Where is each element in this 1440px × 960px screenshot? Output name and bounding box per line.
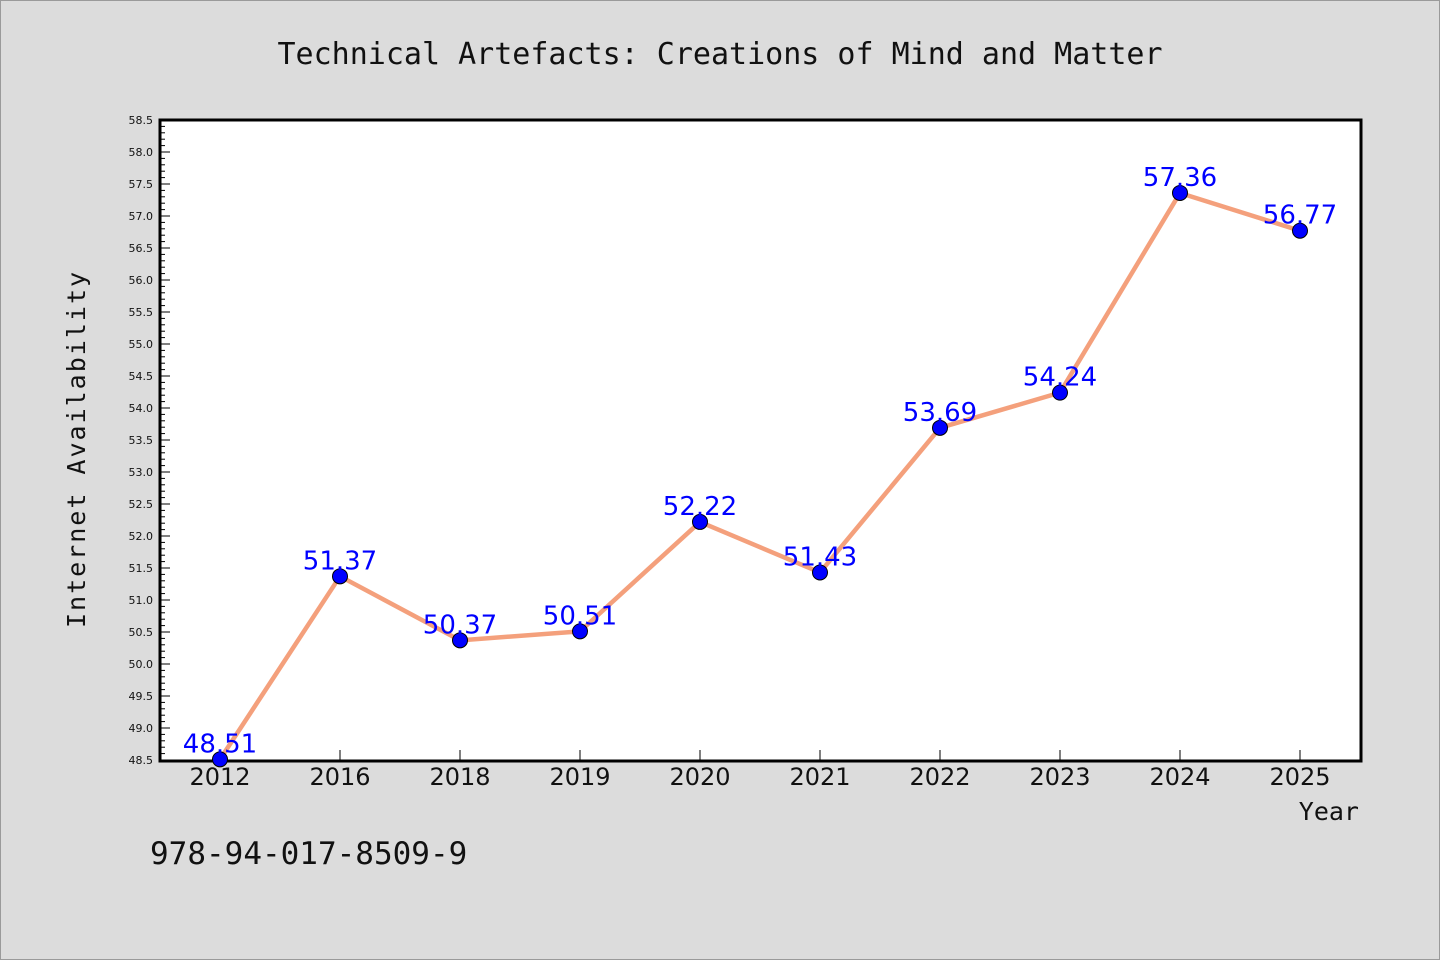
data-label-2016: 51.37 (303, 546, 377, 576)
x-tick-label: 2022 (909, 763, 970, 791)
x-axis-label: Year (1299, 797, 1359, 826)
plot-area (158, 118, 1363, 763)
y-tick-label: 53.5 (129, 434, 154, 447)
y-axis: 48.5 49.0 49.5 50.0 50.5 51.0 51.5 52.0 52.5 53.0… (129, 114, 170, 767)
data-label-2018: 50.37 (423, 610, 497, 640)
y-tick-label: 54.0 (129, 402, 154, 415)
data-point-2018 (452, 632, 468, 649)
y-tick-label: 50.5 (129, 626, 154, 639)
y-tick-label: 57.5 (129, 178, 154, 191)
y-tick-label: 58.0 (129, 146, 154, 159)
x-tick-label: 2012 (189, 763, 250, 791)
x-tick-label: 2018 (429, 763, 490, 791)
x-tick-label: 2024 (1149, 763, 1210, 791)
y-tick-label: 55.5 (129, 306, 154, 319)
y-tick-label: 51.0 (129, 594, 154, 607)
series-line (218, 190, 1301, 761)
y-tick-label: 48.5 (129, 754, 154, 767)
y-tick-label: 56.5 (129, 242, 154, 255)
data-point-2019 (572, 623, 588, 640)
data-point-2023 (1052, 384, 1068, 401)
data-label-2020: 52.22 (663, 492, 737, 522)
data-point-2012 (212, 751, 228, 768)
x-tick-label: 2020 (669, 763, 730, 791)
x-tick-label: 2025 (1269, 763, 1330, 791)
data-point-2021 (812, 564, 828, 581)
isbn-text: 978-94-017-8509-9 (150, 836, 467, 872)
x-tick-label: 2016 (309, 763, 370, 791)
y-tick-label: 54.5 (129, 370, 154, 383)
data-point-2022 (932, 419, 948, 436)
x-tick-label: 2021 (789, 763, 850, 791)
y-tick-label: 52.0 (129, 530, 154, 543)
data-label-2023: 54.24 (1023, 363, 1097, 393)
y-tick-label: 53.0 (129, 466, 154, 479)
data-label-2024: 57.36 (1143, 163, 1217, 193)
y-tick-label: 50.0 (129, 658, 154, 671)
data-point-2016 (332, 568, 348, 585)
series-markers (212, 184, 1308, 768)
y-tick-label: 55.0 (129, 338, 154, 351)
chart-title: Technical Artefacts: Creations of Mind a… (277, 37, 1162, 72)
y-tick-label: 51.5 (129, 562, 154, 575)
data-point-2024 (1172, 184, 1188, 201)
x-tick-label: 2023 (1029, 763, 1090, 791)
y-tick-label: 58.5 (129, 114, 154, 127)
data-label-2025: 56.77 (1263, 201, 1337, 231)
data-label-2019: 50.51 (543, 601, 617, 631)
y-tick-label: 49.0 (129, 722, 154, 735)
data-label-2022: 53.69 (903, 398, 977, 428)
y-axis-label: Internet Availability (62, 270, 91, 628)
y-tick-label: 56.0 (129, 274, 154, 287)
y-tick-label: 57.0 (129, 210, 154, 223)
y-tick-label: 49.5 (129, 690, 154, 703)
data-label-2012: 48.51 (183, 729, 257, 759)
data-point-2025 (1292, 222, 1308, 239)
y-tick-label: 52.5 (129, 498, 154, 511)
data-labels: 48.51 51.37 50.37 50.51 52.22 51.43 53.69 54.24… (183, 163, 1337, 759)
x-tick-label: 2019 (549, 763, 610, 791)
data-label-2021: 51.43 (783, 542, 857, 572)
x-axis: 2012 2016 2018 2019 2020 2021 2022 2023 2024 2025 (189, 750, 1331, 791)
data-point-2020 (692, 513, 708, 530)
